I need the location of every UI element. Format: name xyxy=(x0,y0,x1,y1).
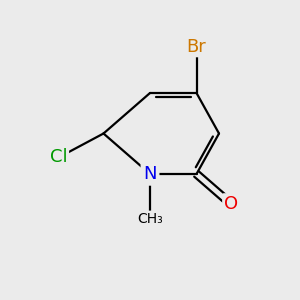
Text: O: O xyxy=(224,195,238,213)
Text: N: N xyxy=(143,165,157,183)
Text: CH₃: CH₃ xyxy=(137,212,163,226)
Text: Br: Br xyxy=(187,38,206,56)
Text: Cl: Cl xyxy=(50,148,67,166)
